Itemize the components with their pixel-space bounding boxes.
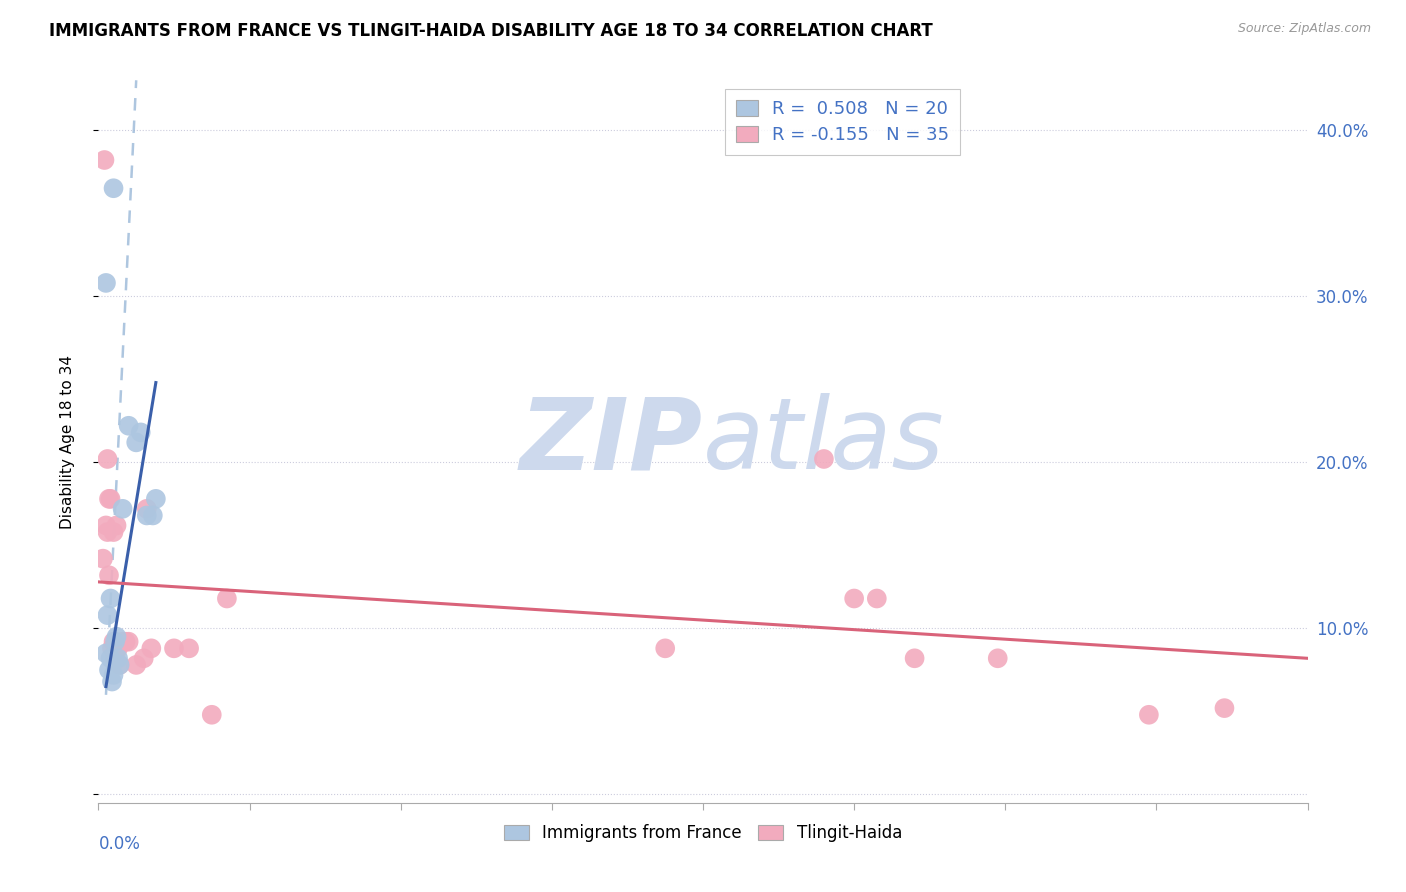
Point [104, 634, 127, 648]
Legend: Immigrants from France, Tlingit-Haida: Immigrants from France, Tlingit-Haida [498, 817, 908, 848]
Text: IMMIGRANTS FROM FRANCE VS TLINGIT-HAIDA DISABILITY AGE 18 TO 34 CORRELATION CHAR: IMMIGRANTS FROM FRANCE VS TLINGIT-HAIDA … [49, 22, 934, 40]
Point [142, 508, 165, 523]
Point [813, 452, 835, 467]
Point [179, 641, 201, 656]
Point [94, 276, 117, 290]
Point [101, 674, 124, 689]
Point [100, 591, 122, 606]
Point [98, 568, 121, 582]
Point [100, 491, 122, 506]
Point [105, 630, 128, 644]
Point [98, 491, 121, 506]
Point [118, 634, 141, 648]
Point [105, 518, 128, 533]
Point [103, 524, 125, 539]
Y-axis label: Disability Age 18 to 34: Disability Age 18 to 34 [60, 354, 75, 529]
Point [132, 651, 155, 665]
Point [96, 452, 118, 467]
Point [104, 651, 127, 665]
Point [114, 634, 136, 648]
Point [93, 153, 115, 167]
Point [94, 518, 117, 533]
Point [125, 435, 148, 450]
Point [96, 608, 118, 623]
Point [904, 651, 927, 665]
Point [107, 651, 129, 665]
Point [654, 641, 676, 656]
Point [1137, 707, 1160, 722]
Point [1213, 701, 1236, 715]
Point [201, 707, 224, 722]
Text: atlas: atlas [703, 393, 945, 490]
Point [145, 491, 167, 506]
Point [844, 591, 866, 606]
Point [129, 425, 152, 440]
Point [108, 657, 131, 672]
Text: Source: ZipAtlas.com: Source: ZipAtlas.com [1237, 22, 1371, 36]
Point [215, 591, 238, 606]
Point [103, 181, 125, 195]
Point [118, 418, 141, 433]
Point [111, 634, 134, 648]
Point [96, 524, 118, 539]
Point [101, 641, 124, 656]
Point [163, 641, 186, 656]
Point [111, 501, 134, 516]
Text: 0.0%: 0.0% [98, 835, 141, 854]
Point [100, 651, 122, 665]
Point [135, 501, 157, 516]
Point [987, 651, 1010, 665]
Point [103, 668, 125, 682]
Point [107, 641, 129, 656]
Point [135, 508, 157, 523]
Point [94, 646, 117, 660]
Point [105, 641, 128, 656]
Point [108, 657, 131, 672]
Point [103, 634, 125, 648]
Point [141, 641, 163, 656]
Point [98, 663, 121, 677]
Point [91, 551, 114, 566]
Text: ZIP: ZIP [520, 393, 703, 490]
Point [866, 591, 889, 606]
Point [125, 657, 148, 672]
